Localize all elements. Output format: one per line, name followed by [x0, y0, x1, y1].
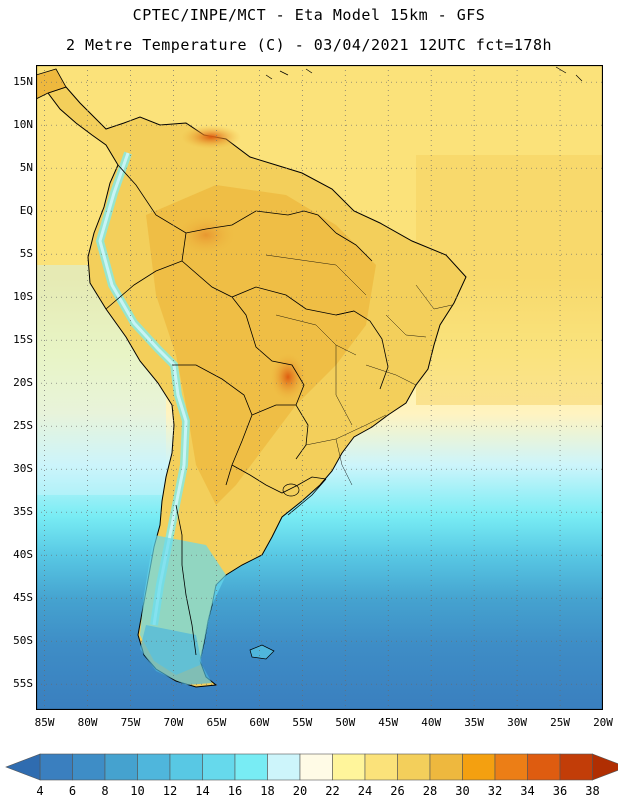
colorbar-tick-label: 14 [195, 784, 210, 798]
map-frame [36, 65, 603, 710]
lon-label: 80W [77, 716, 98, 729]
colorbar-high-arrow [592, 753, 618, 781]
colorbar-bin [234, 753, 268, 781]
lat-label: 45S [13, 591, 33, 605]
colorbar-bin [559, 753, 593, 781]
colorbar-tick-label: 28 [422, 784, 438, 798]
colorbar-low-arrow [5, 753, 41, 781]
colorbar-tick-label: 22 [325, 784, 340, 798]
lat-label: EQ [19, 204, 33, 218]
colorbar-bin [462, 753, 496, 781]
lat-label: 10N [13, 118, 33, 132]
temperature-map [36, 65, 603, 710]
colorbar-bin [527, 753, 561, 781]
central-america-coast [36, 68, 67, 100]
colorbar-bin [104, 753, 138, 781]
lat-label: 55S [13, 677, 33, 691]
caribbean-islands [265, 66, 583, 82]
lon-label: 55W [292, 716, 313, 729]
lon-label: 20W [593, 716, 613, 729]
colorbar-tick-label: 38 [585, 784, 600, 798]
lat-label: 35S [13, 505, 33, 519]
colorbar-tick-label: 36 [552, 784, 568, 798]
lon-label: 85W [34, 716, 55, 729]
colorbar-tick-label: 12 [162, 784, 178, 798]
interior-warm-region [146, 185, 376, 505]
lon-label: 35W [464, 716, 485, 729]
lon-label: 40W [421, 716, 442, 729]
colorbar-bin [267, 753, 301, 781]
lat-label: 15S [13, 333, 33, 347]
lon-label: 65W [206, 716, 227, 729]
hotspot-pantanal [270, 353, 306, 401]
lat-label: 20S [13, 376, 33, 390]
lat-label: 15N [13, 75, 33, 89]
colorbar-bin [494, 753, 528, 781]
lon-label: 75W [120, 716, 141, 729]
country-borders [105, 164, 389, 656]
colorbar-bin [397, 753, 431, 781]
colorbar [5, 753, 618, 781]
colorbar-tick-label: 18 [260, 784, 275, 798]
chart-title-line-1: CPTEC/INPE/MCT - Eta Model 15km - GFS [132, 6, 486, 24]
colorbar-bin [202, 753, 236, 781]
colorbar-bin [332, 753, 366, 781]
lat-label: 10S [13, 290, 33, 304]
colorbar-tick-label: 32 [487, 784, 503, 798]
colorbar-tick-label: 10 [130, 784, 145, 798]
colorbar-tick-label: 6 [68, 784, 77, 798]
lat-label: 50S [13, 634, 33, 648]
colorbar-bin [137, 753, 171, 781]
lon-label: 30W [507, 716, 528, 729]
state-borders [265, 254, 453, 486]
lon-label: 25W [550, 716, 570, 729]
lon-label: 50W [335, 716, 356, 729]
lat-label: 25S [13, 419, 33, 433]
colorbar-bin [39, 753, 73, 781]
lat-label: 30S [13, 462, 33, 476]
colorbar-tick-label: 34 [520, 784, 535, 798]
lon-label: 45W [378, 716, 399, 729]
lon-label: 60W [249, 716, 270, 729]
lat-label: 5N [19, 161, 33, 175]
colorbar-bin [169, 753, 203, 781]
colorbar-bin [429, 753, 463, 781]
chart-title-line-2: 2 Metre Temperature (C) - 03/04/2021 12U… [65, 36, 553, 54]
lat-label: 40S [13, 548, 33, 562]
colorbar-bin [72, 753, 106, 781]
colorbar-tick-label: 26 [390, 784, 405, 798]
colorbar-bin [364, 753, 398, 781]
colorbar-tick-label: 8 [101, 784, 109, 798]
colorbar-bin [299, 753, 333, 781]
lat-label: 5S [19, 247, 33, 261]
colorbar-tick-label: 16 [227, 784, 243, 798]
lagoa-dos-patos [282, 483, 300, 497]
colorbar-tick-label: 24 [357, 784, 373, 798]
colorbar-tick-label: 30 [455, 784, 470, 798]
hotspot-venezuela [181, 125, 241, 149]
falkland-islands [249, 644, 275, 660]
colorbar-tick-label: 20 [292, 784, 308, 798]
hotspot-amazon [176, 215, 236, 255]
colorbar-tick-label: 4 [36, 784, 44, 798]
lon-label: 70W [163, 716, 184, 729]
